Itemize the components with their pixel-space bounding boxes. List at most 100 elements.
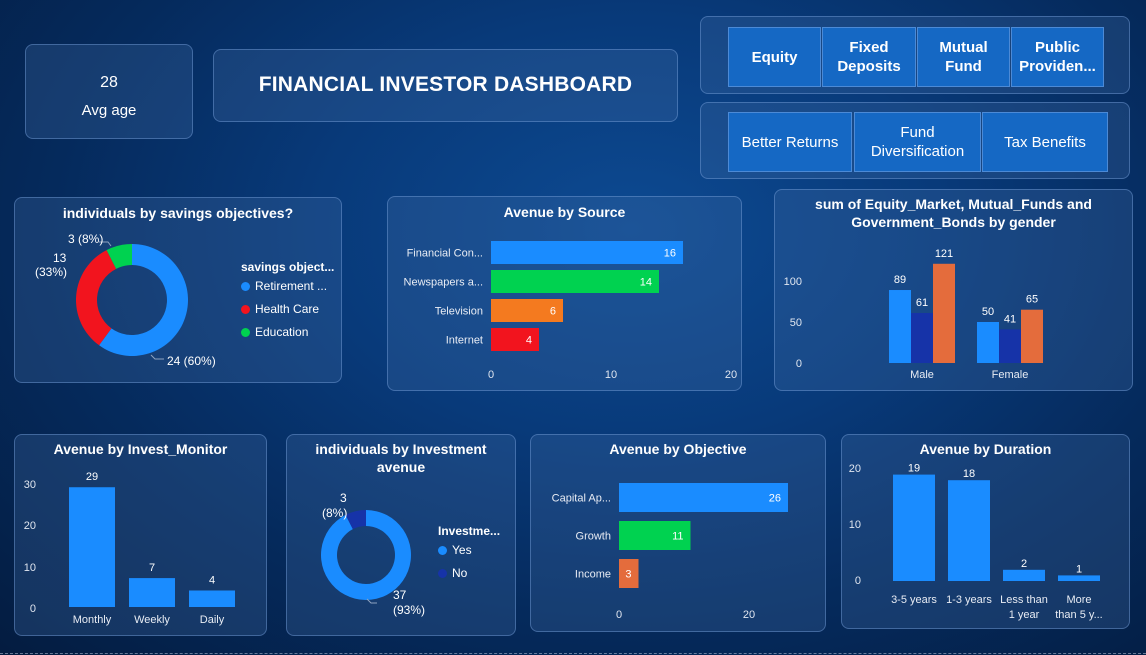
legend-label: Retirement ... [255,279,328,293]
source-bar-chart: 16 Financial Con... 14 Newspapers a... 6 Tele… [404,241,737,381]
slicer-better-returns-button[interactable]: Better Returns [728,112,852,172]
category-label: 1 year [1009,609,1040,621]
gender-chart-title-line2: Government_Bonds by gender [851,214,1056,230]
slicer-equity-button[interactable]: Equity [728,27,821,87]
slicer-fund-diversification-button[interactable]: Fund Diversification [854,112,981,172]
y-tick-label: 20 [849,463,861,475]
bar-value-label: 14 [640,277,652,289]
gender-sum-card: sum of Equity_Market, Mutual_Funds and G… [774,189,1133,391]
legend-dot [438,568,447,578]
gender-grouped-bar-chart: 89 61 121 Male 50 41 65 Female 0 50 100 [784,248,1043,381]
slicer-public-provident-button[interactable]: Public Providen... [1011,27,1104,87]
slicer-mutual-fund-button[interactable]: Mutual Fund [917,27,1010,87]
bar [999,329,1021,363]
donut-slice-1 [75,250,117,346]
bar-value-label: 4 [209,574,215,586]
avenue-by-source-card: Avenue by Source 16 Financial Con... 14 New… [387,196,742,391]
y-tick-label: 100 [784,276,802,288]
bar-value-label: 4 [526,335,532,347]
avenue-by-duration-card: Avenue by Duration 19 3-5 years 18 1-3 year… [841,434,1130,629]
y-tick-label: 10 [849,519,861,531]
y-tick-label: 20 [24,520,36,532]
gender-chart-title-line1: sum of Equity_Market, Mutual_Funds and [815,196,1092,212]
donut-slice-2 [106,244,132,269]
category-label: Daily [200,614,225,626]
bar [491,299,563,322]
invest-label-no-count: 3 [340,491,347,505]
legend-item-retirement[interactable]: Retirement ... [241,279,327,293]
y-tick-label: 0 [855,575,861,587]
legend-item-health-care[interactable]: Health Care [241,302,319,316]
y-tick-label: 50 [790,317,802,329]
slicer-fixed-deposits-button[interactable]: Fixed Deposits [822,27,916,87]
bar-value-label: 19 [908,463,920,475]
bar [491,241,683,264]
bar-value-label: 50 [982,306,994,318]
bar [491,328,539,351]
duration-bar-chart: 19 3-5 years 18 1-3 years 2 Less than 1 year 1 M… [849,463,1103,621]
invest-chart-title-line2: avenue [376,459,426,475]
category-label: Income [575,569,611,581]
category-label: 3-5 years [891,594,937,606]
slicer-tax-benefits-button[interactable]: Tax Benefits [982,112,1108,172]
savings-donut-chart: 24 (60%) 13 (33%) 3 (8%) [35,232,216,368]
legend-label: Education [255,325,309,339]
savings-label-healthcare-count: 13 [53,251,67,265]
legend-dot [241,281,250,291]
category-label: Television [435,306,483,318]
kpi-value: 28 [100,74,118,91]
x-tick-label: 0 [616,609,622,621]
bar [491,270,659,293]
legend-label: Health Care [255,302,320,316]
bar-value-label: 89 [894,274,906,286]
x-tick-label: 0 [488,369,494,381]
bar-value-label: 121 [935,248,953,260]
donut-slice-0 [99,244,189,356]
category-label: Female [992,369,1029,381]
objective-bar-chart: 26 Capital Ap... 11 Growth 3 Income 0 20 [552,483,788,621]
category-label: Male [910,369,934,381]
y-tick-label: 0 [796,358,802,370]
invest-legend-title: Investme... [438,524,501,538]
category-label: Monthly [73,614,112,626]
y-tick-label: 10 [24,562,36,574]
savings-label-healthcare-pct: (33%) [35,265,67,279]
legend-item-no[interactable]: No [438,566,467,580]
kpi-card: 28 Avg age [25,44,193,139]
bar-value-label: 1 [1076,563,1082,575]
bar [1003,569,1045,581]
y-tick-label: 30 [24,479,36,491]
bar [619,559,639,588]
bar [619,521,691,550]
bar-value-label: 61 [916,297,928,309]
bar [977,322,999,363]
bar-value-label: 3 [625,569,631,581]
bar [1021,309,1043,363]
category-label: Growth [576,531,611,543]
legend-item-yes[interactable]: Yes [438,543,472,557]
y-tick-label: 0 [30,603,36,615]
label-leader-line [366,598,377,604]
bar [619,483,788,512]
bar-value-label: 26 [769,493,781,505]
bar-value-label: 7 [149,562,155,574]
monitor-bar-chart: 29 Monthly 7 Weekly 4 Daily 0 10 20 30 [24,471,235,626]
donut-slice-0 [321,510,411,600]
label-leader-line [99,241,112,247]
invest-label-yes-pct: (93%) [393,603,425,617]
category-label: 1-3 years [946,594,992,606]
avenue-slicer: Equity Fixed Deposits Mutual Fund Public… [700,16,1130,94]
bar-value-label: 29 [86,471,98,483]
legend-item-education[interactable]: Education [241,325,308,339]
savings-objectives-card: individuals by savings objectives? 24 (6… [14,197,342,383]
bar-value-label: 11 [672,531,683,543]
invest-label-yes-count: 37 [393,588,407,602]
bar [69,487,115,607]
x-tick-label: 20 [725,369,737,381]
savings-label-retirement: 24 (60%) [167,354,216,368]
invest-chart-title-line1: individuals by Investment [315,441,487,457]
bar [129,578,175,607]
invest-label-no-pct: (8%) [322,506,347,520]
bar [1058,575,1100,581]
page-bottom-border [0,653,1146,654]
